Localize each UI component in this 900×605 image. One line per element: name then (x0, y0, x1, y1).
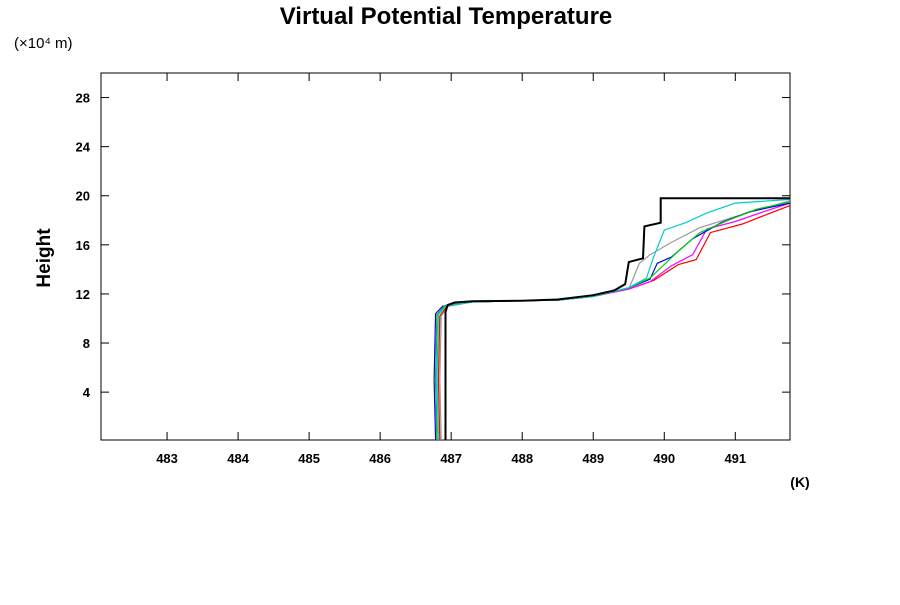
series-line (439, 200, 790, 440)
y-tick-label: 28 (76, 91, 90, 106)
x-tick-label: 491 (724, 451, 746, 466)
x-tick-label: 486 (369, 451, 391, 466)
y-tick-label: 16 (76, 238, 90, 253)
x-tick-label: 483 (156, 451, 178, 466)
y-tick-label: 4 (83, 385, 91, 400)
series-line (436, 198, 790, 440)
y-tick-label: 20 (76, 189, 90, 204)
x-tick-label: 485 (298, 451, 320, 466)
x-tick-label: 488 (511, 451, 533, 466)
series-line (434, 201, 790, 440)
x-tick-label: 489 (582, 451, 604, 466)
series-line (444, 197, 790, 440)
y-axis-label: Height (34, 228, 55, 288)
x-unit: (K) (790, 474, 809, 490)
series-line (434, 202, 790, 440)
chart-title: Virtual Potential Temperature (280, 3, 613, 30)
series-line (437, 205, 790, 440)
x-tick-label: 487 (440, 451, 462, 466)
x-tick-label: 484 (227, 451, 249, 466)
y-tick-label: 24 (76, 140, 91, 155)
y-tick-label: 12 (76, 287, 90, 302)
x-tick-label: 490 (653, 451, 675, 466)
y-unit: (×10⁴ m) (14, 35, 73, 52)
series-line (433, 202, 790, 440)
y-tick-label: 8 (83, 336, 90, 351)
